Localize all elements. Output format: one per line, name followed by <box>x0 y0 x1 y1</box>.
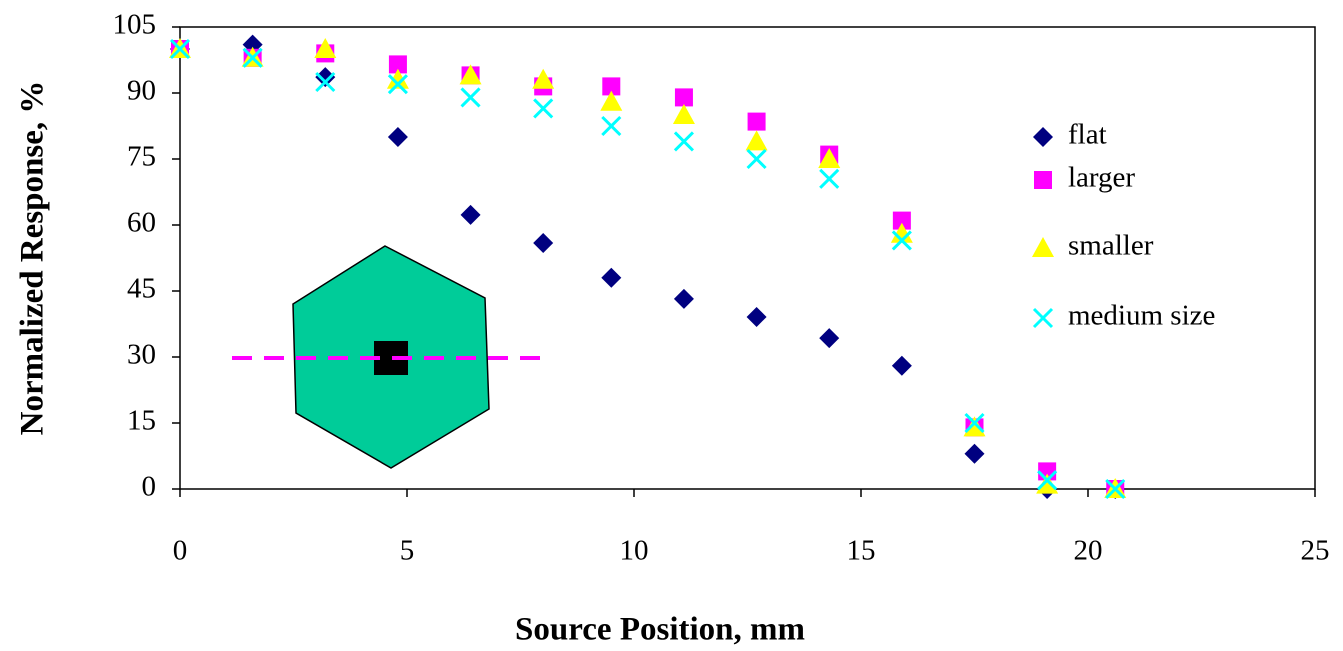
x-tick-label: 5 <box>400 535 415 567</box>
legend-label: medium size <box>1068 300 1215 332</box>
point <box>315 67 336 88</box>
point <box>601 115 622 137</box>
point <box>1037 470 1058 491</box>
point <box>673 288 694 309</box>
point <box>602 77 621 96</box>
point <box>169 38 191 60</box>
legend-marker <box>1032 237 1054 257</box>
y-tick-label: 30 <box>127 339 156 371</box>
y-tick-label: 90 <box>127 75 156 107</box>
point <box>673 131 695 152</box>
point <box>533 233 554 254</box>
y-tick-label: 105 <box>113 9 157 41</box>
point <box>674 88 693 107</box>
x-tick-label: 15 <box>847 535 876 567</box>
y-tick-label: 45 <box>127 273 156 305</box>
point <box>460 87 481 108</box>
point <box>601 267 622 288</box>
x-axis-title: Source Position, mm <box>515 612 805 648</box>
x-tick-label: 25 <box>1301 535 1330 567</box>
point <box>460 204 481 225</box>
y-tick-label: 60 <box>127 207 156 239</box>
y-tick-label: 15 <box>127 405 156 437</box>
legend-marker <box>1032 307 1054 329</box>
x-tick-label: 0 <box>173 535 188 567</box>
point <box>459 64 482 85</box>
point <box>964 443 985 464</box>
point <box>819 168 840 189</box>
legend-label: larger <box>1068 162 1135 194</box>
point <box>890 222 913 243</box>
point <box>600 90 623 111</box>
legend-marker <box>1033 127 1053 147</box>
legend-label: flat <box>1068 119 1107 151</box>
point <box>964 412 985 434</box>
point <box>818 148 841 168</box>
y-tick-label: 0 <box>142 471 157 503</box>
point <box>533 98 554 119</box>
point <box>963 416 986 437</box>
x-tick-label: 10 <box>620 535 649 567</box>
point <box>746 306 767 327</box>
point <box>1105 478 1126 500</box>
point <box>532 68 555 89</box>
x-tick-label: 20 <box>1074 535 1103 567</box>
point <box>387 127 408 147</box>
point <box>315 71 336 93</box>
point <box>386 68 409 89</box>
point <box>747 112 766 131</box>
point <box>387 74 408 95</box>
point <box>891 355 912 376</box>
point <box>672 104 695 124</box>
legend-label: smaller <box>1068 230 1154 262</box>
point <box>745 130 768 151</box>
point <box>746 148 767 170</box>
point <box>891 230 912 251</box>
point <box>314 38 337 58</box>
point <box>388 55 407 74</box>
y-axis-title: Normalized Response, % <box>15 81 51 436</box>
point <box>1036 473 1059 494</box>
point <box>819 328 840 349</box>
plot-area <box>179 26 1316 490</box>
inset-diagram <box>232 245 540 469</box>
point <box>892 211 911 230</box>
y-tick-label: 75 <box>127 141 156 173</box>
point <box>242 47 263 68</box>
legend-marker <box>1034 171 1052 189</box>
